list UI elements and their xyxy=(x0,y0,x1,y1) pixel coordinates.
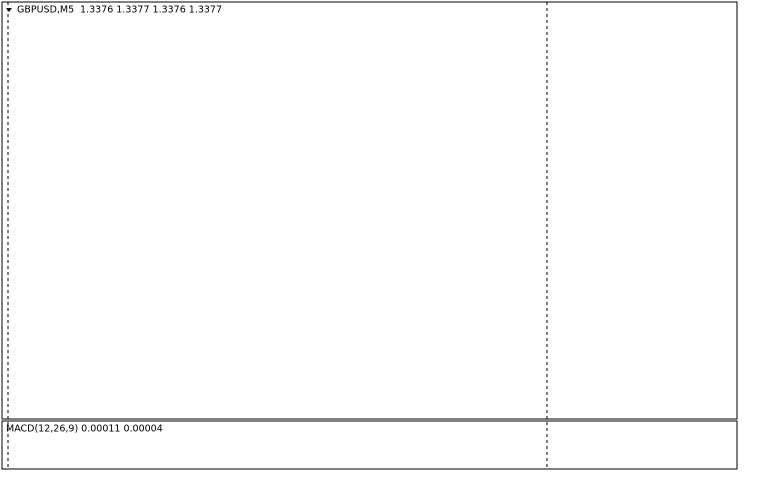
macd-title: MACD(12,26,9) 0.00011 0.00004 xyxy=(6,424,163,435)
menu-arrow[interactable] xyxy=(6,8,12,12)
main-pane-border xyxy=(1,1,738,420)
symbol-title: GBPUSD,M5 xyxy=(17,5,74,16)
ohlc-values: 1.3376 1.3377 1.3376 1.3377 xyxy=(80,5,222,16)
macd-pane-border xyxy=(1,420,738,470)
